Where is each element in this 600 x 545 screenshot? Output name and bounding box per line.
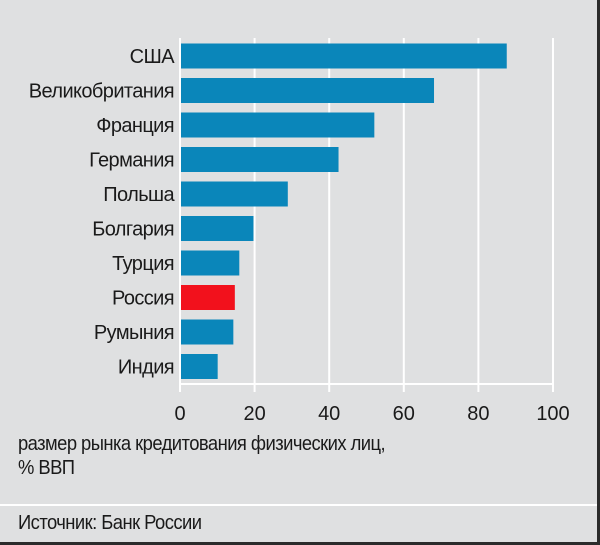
- category-label: США: [130, 46, 176, 68]
- bar: [181, 112, 375, 138]
- bar: [181, 250, 240, 276]
- bar: [181, 78, 435, 103]
- x-tick-label: 0: [174, 403, 185, 425]
- separator: [0, 504, 597, 506]
- category-label: Болгария: [92, 219, 174, 241]
- x-tick-label: 20: [243, 403, 265, 425]
- x-tick-label: 80: [467, 403, 489, 425]
- category-label: Россия: [112, 288, 174, 310]
- axis-caption: размер рынка кредитования физических лиц…: [18, 432, 386, 480]
- bar: [181, 354, 218, 379]
- category-label: Польша: [103, 184, 175, 206]
- x-tick-label: 60: [393, 403, 415, 425]
- bar: [181, 319, 234, 345]
- category-label: Великобритания: [29, 81, 174, 103]
- axis-caption-line2: % ВВП: [18, 457, 75, 479]
- bar-chart: 0 20 40 60 80 100 США Великобритания Франция Герм…: [29, 38, 570, 425]
- bar: [181, 181, 288, 207]
- category-label: Германия: [89, 150, 174, 172]
- bar: [181, 43, 507, 69]
- source-note: Источник: Банк России: [18, 512, 202, 534]
- bar: [181, 147, 339, 172]
- axis-caption-line1: размер рынка кредитования физических лиц…: [18, 433, 386, 455]
- x-tick-label: 100: [536, 403, 569, 425]
- bar: [181, 285, 235, 310]
- category-label: Франция: [96, 115, 174, 137]
- category-label: Индия: [118, 357, 174, 379]
- category-label: Румыния: [94, 322, 174, 344]
- x-tick-label: 40: [318, 403, 340, 425]
- category-label: Турция: [112, 253, 174, 275]
- bar: [181, 216, 254, 241]
